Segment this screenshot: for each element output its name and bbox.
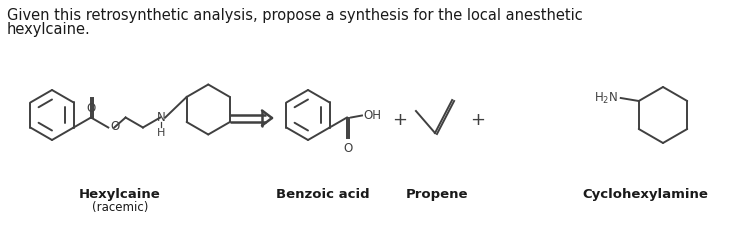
Text: O: O [343,142,353,155]
Text: Given this retrosynthetic analysis, propose a synthesis for the local anesthetic: Given this retrosynthetic analysis, prop… [7,8,583,23]
Text: OH: OH [363,109,381,122]
Text: +: + [470,111,485,129]
Text: H$_2$N: H$_2$N [593,90,618,106]
Text: O: O [86,103,95,115]
Text: Cyclohexylamine: Cyclohexylamine [582,188,708,201]
Text: (racemic): (racemic) [92,201,148,214]
Text: H: H [157,128,165,139]
Text: Propene: Propene [406,188,469,201]
Text: Hexylcaine: Hexylcaine [79,188,161,201]
Text: O: O [110,120,119,133]
Text: N: N [157,111,166,124]
Text: +: + [393,111,408,129]
Text: Benzoic acid: Benzoic acid [276,188,369,201]
Text: hexylcaine.: hexylcaine. [7,22,91,37]
